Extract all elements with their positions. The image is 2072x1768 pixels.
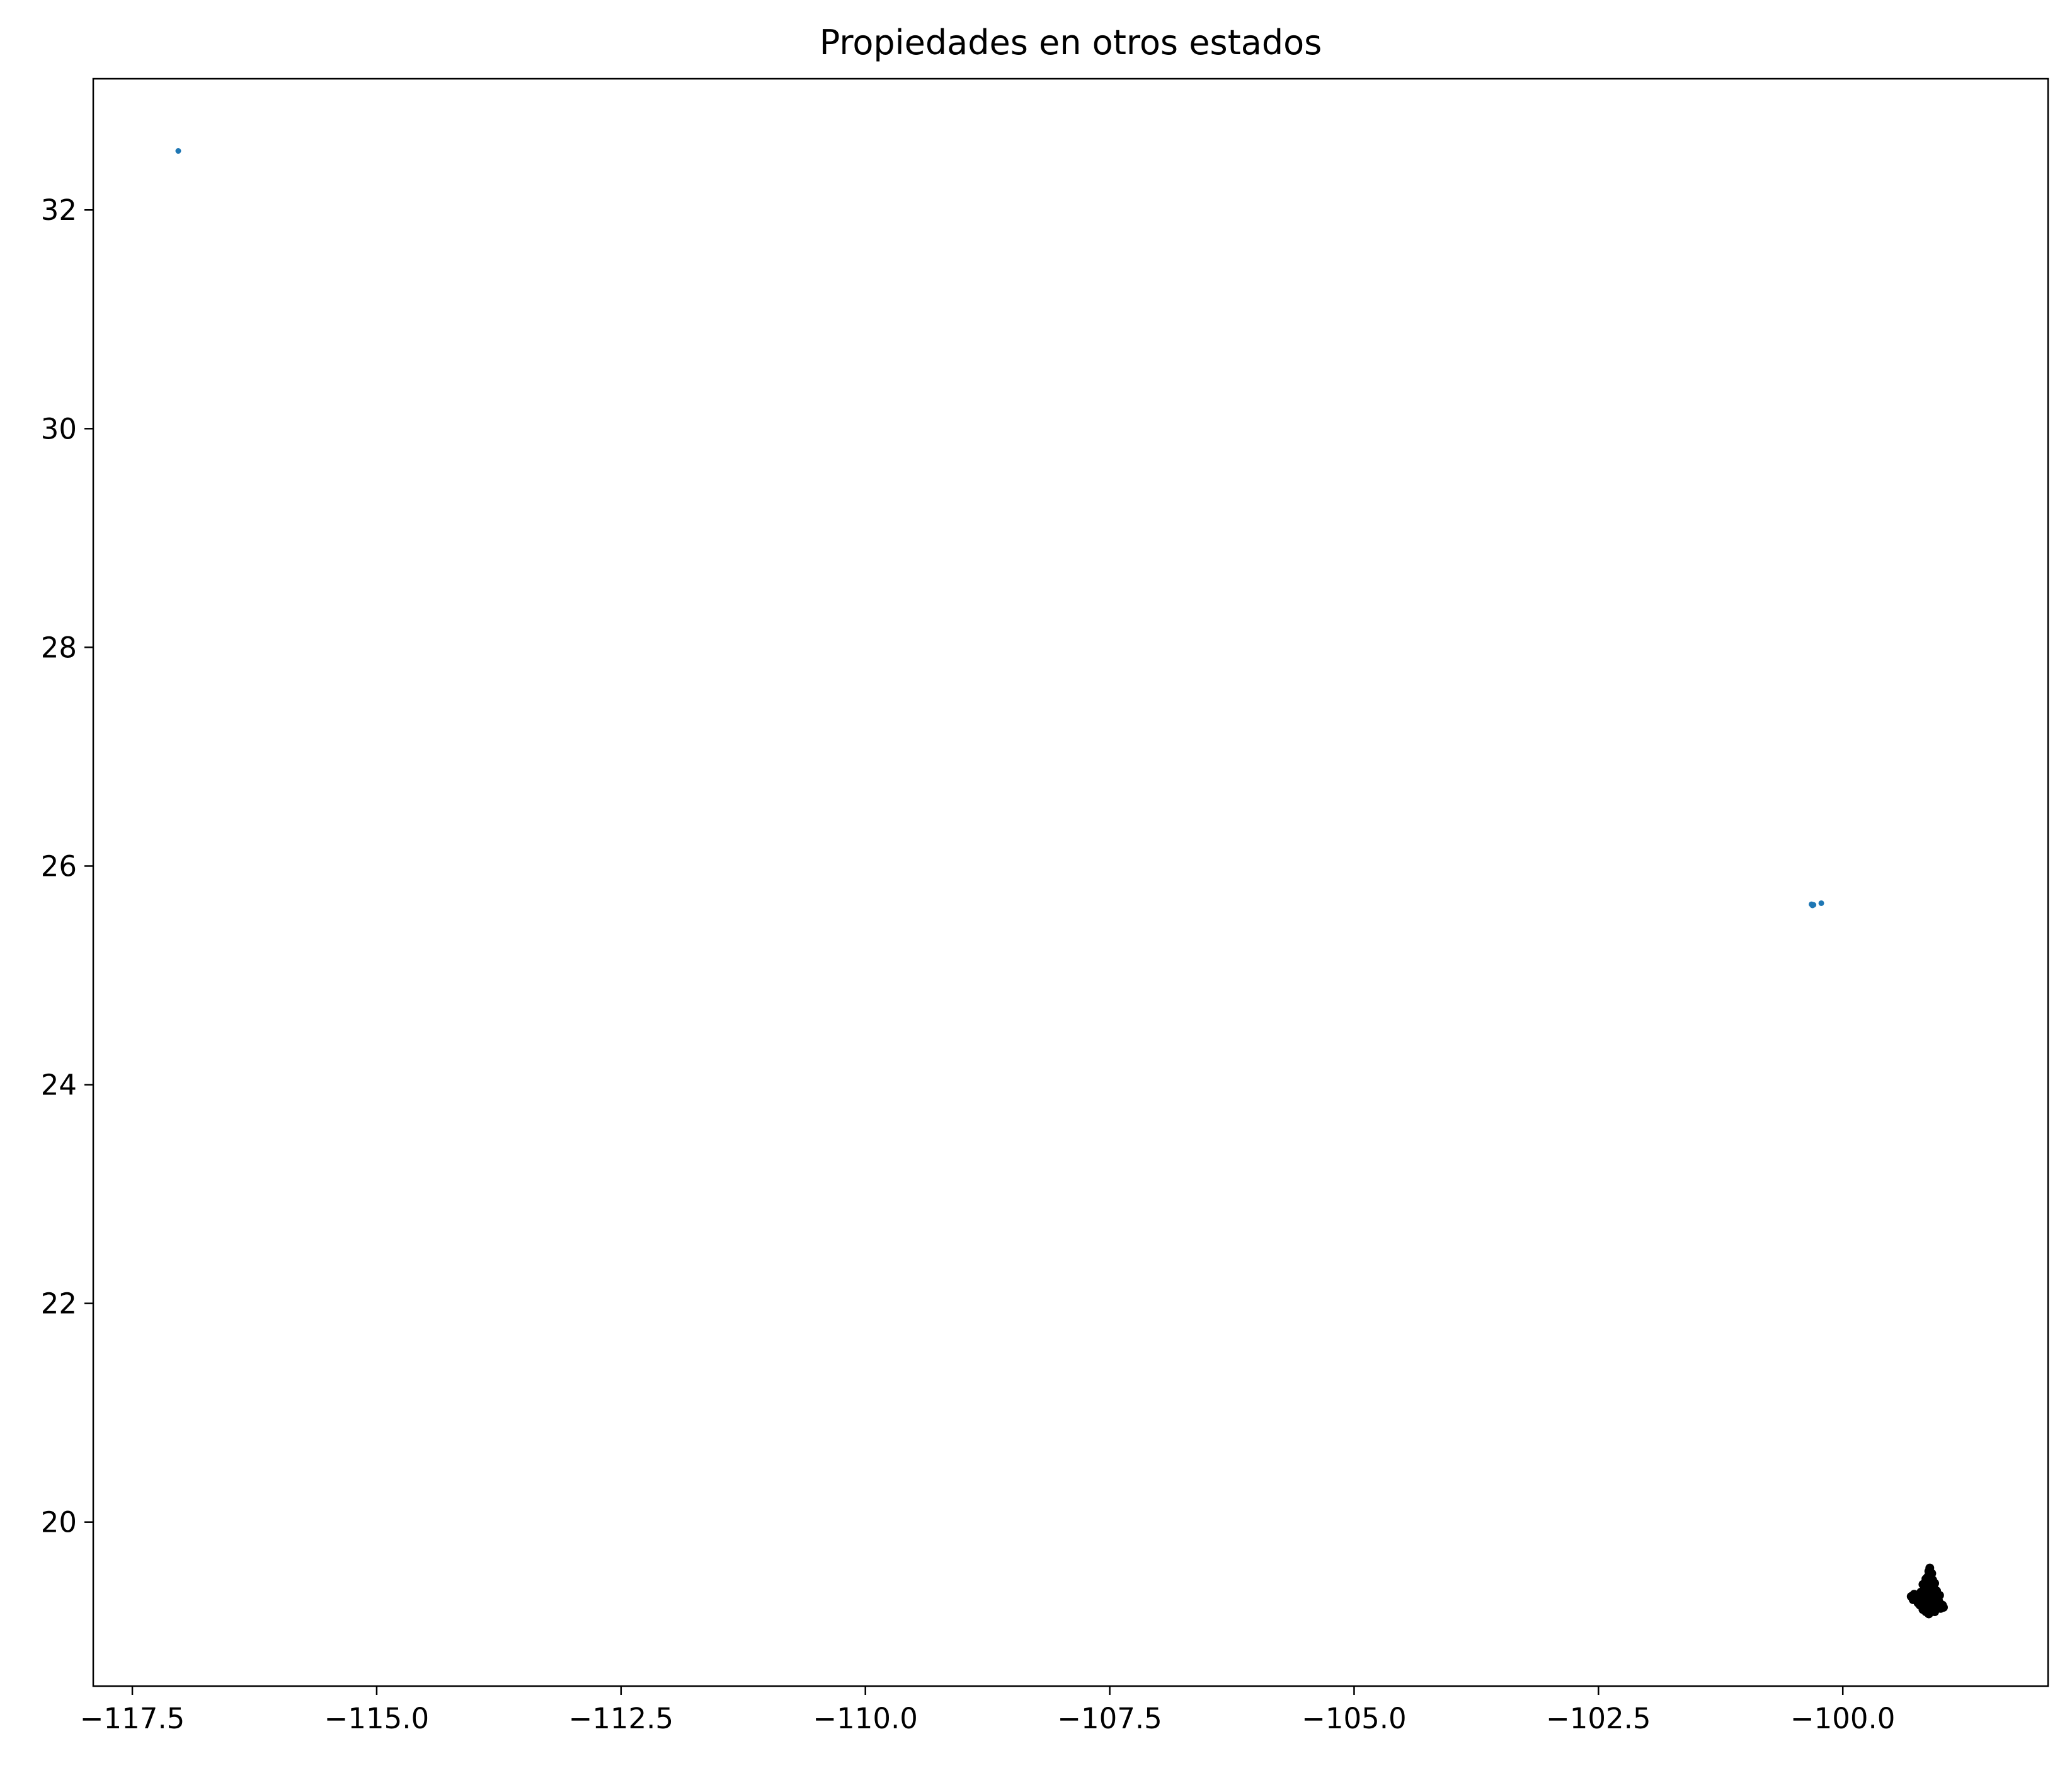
data-point bbox=[1930, 1607, 1940, 1616]
data-points bbox=[175, 148, 1948, 1619]
x-tick-label: −100.0 bbox=[1790, 1702, 1896, 1735]
x-tick-label: −102.5 bbox=[1546, 1702, 1651, 1735]
chart-title: Propiedades en otros estados bbox=[820, 23, 1322, 62]
y-tick-label: 32 bbox=[41, 193, 77, 227]
data-point bbox=[1919, 1585, 1928, 1595]
y-tick-label: 26 bbox=[41, 849, 77, 883]
y-tick-label: 24 bbox=[41, 1069, 77, 1102]
data-point bbox=[1932, 1587, 1942, 1596]
x-tick-label: −112.5 bbox=[569, 1702, 674, 1735]
data-point bbox=[1931, 1595, 1940, 1604]
data-point bbox=[1818, 900, 1824, 906]
y-tick-label: 22 bbox=[41, 1287, 77, 1321]
y-tick-label: 30 bbox=[41, 412, 77, 445]
data-point bbox=[1927, 1578, 1937, 1587]
data-point bbox=[1925, 1600, 1935, 1610]
data-point bbox=[1913, 1599, 1923, 1608]
data-point bbox=[1927, 1569, 1937, 1578]
y-axis: 20 22 24 26 28 30 32 bbox=[41, 193, 93, 1539]
x-tick-label: −117.5 bbox=[80, 1702, 185, 1735]
x-tick-label: −105.0 bbox=[1302, 1702, 1407, 1735]
x-tick-label: −110.0 bbox=[813, 1702, 918, 1735]
data-point bbox=[175, 148, 181, 154]
x-tick-label: −107.5 bbox=[1057, 1702, 1162, 1735]
data-point bbox=[1811, 902, 1817, 908]
y-tick-label: 28 bbox=[41, 631, 77, 664]
axes-frame bbox=[92, 77, 2049, 1687]
x-tick-label: −115.0 bbox=[324, 1702, 430, 1735]
y-tick-label: 20 bbox=[41, 1506, 77, 1539]
x-axis: −117.5 −115.0 −112.5 −110.0 −107.5 −105.0 −102… bbox=[80, 1686, 1896, 1735]
